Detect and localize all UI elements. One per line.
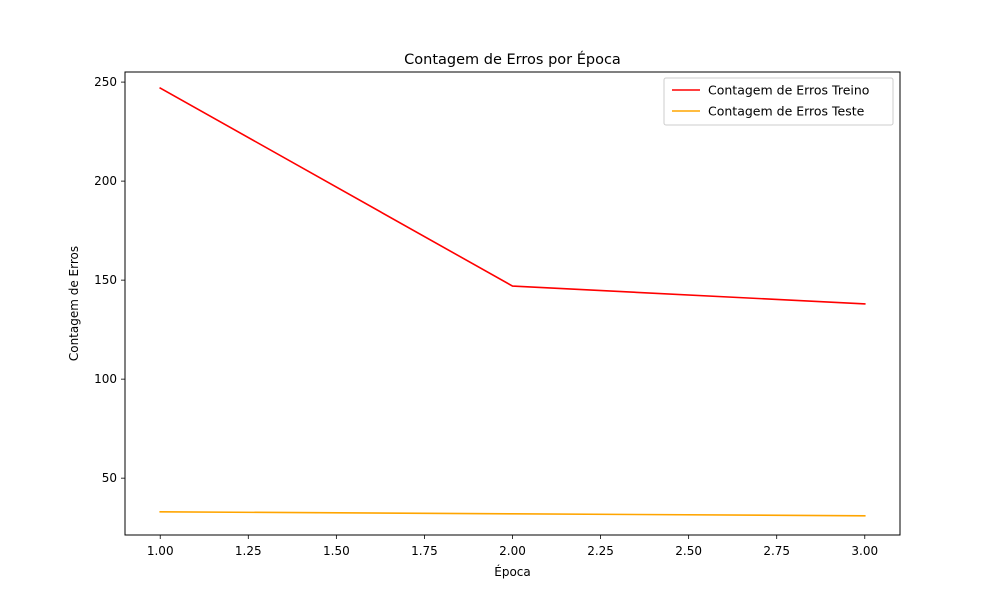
legend-entry: Contagem de Erros Teste (708, 104, 865, 119)
legend: Contagem de Erros Treino Contagem de Erro… (663, 77, 894, 126)
y-axis-label: Contagem de Erros (67, 246, 81, 361)
x-tick-label: 3.00 (851, 544, 878, 558)
x-tick-label: 1.00 (147, 544, 174, 558)
y-tick-label: 50 (102, 471, 117, 485)
x-tick-label: 1.75 (411, 544, 438, 558)
legend-entry: Contagem de Erros Treino (708, 83, 869, 98)
legend-box (663, 77, 894, 126)
x-tick-label: 2.50 (675, 544, 702, 558)
x-axis-label: Época (494, 564, 531, 579)
x-tick-label: 2.25 (587, 544, 614, 558)
chart-title: Contagem de Erros por Época (404, 51, 621, 68)
x-tick-label: 1.25 (235, 544, 262, 558)
x-tick-label: 2.00 (499, 544, 526, 558)
x-tick-label: 2.75 (763, 544, 790, 558)
y-tick-label: 150 (94, 273, 117, 287)
y-tick-label: 200 (94, 174, 117, 188)
y-tick-label: 100 (94, 372, 117, 386)
plot-area: 1.00 1.25 1.50 1.75 2.00 2.25 2.50 2.75 3.00 50 10… (94, 71, 901, 558)
x-tick-label: 1.50 (323, 544, 350, 558)
y-tick-label: 250 (94, 75, 117, 89)
